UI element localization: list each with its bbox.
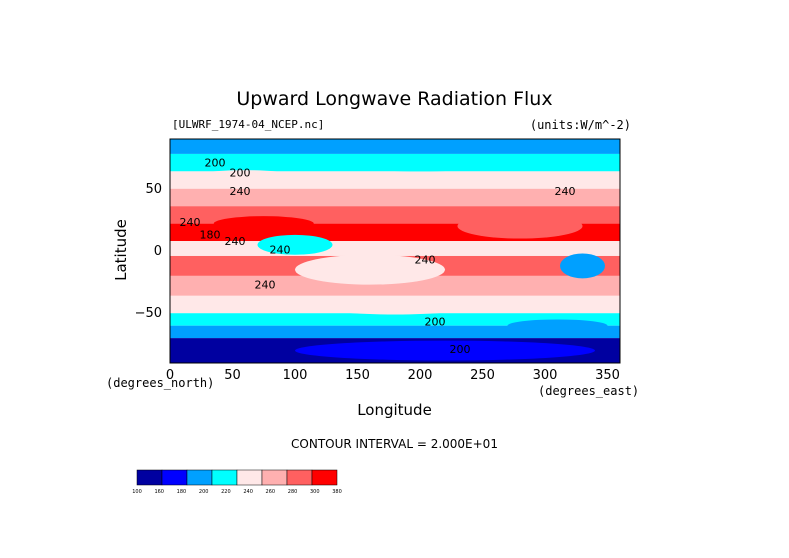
x-tick-label: 50 <box>224 368 241 383</box>
heatmap-field <box>170 139 620 363</box>
x-tick-label: 350 <box>595 368 620 383</box>
colorbar-level-label: 280 <box>288 489 298 495</box>
x-tick-label: 150 <box>345 368 370 383</box>
colorbar-level-label: 100 <box>132 489 142 495</box>
heatmap-band <box>170 139 620 154</box>
contour-interval-note: CONTOUR INTERVAL = 2.000E+01 <box>291 437 498 451</box>
heatmap-band <box>170 325 620 339</box>
contour-label: 200 <box>205 156 226 169</box>
contour-label: 240 <box>255 278 276 291</box>
contour-label: 200 <box>230 166 251 179</box>
chart-title: Upward Longwave Radiation Flux <box>236 88 553 110</box>
plot-frame <box>169 138 621 364</box>
heatmap-band <box>170 313 620 326</box>
heatmap-blob <box>457 213 583 239</box>
colorbar-swatch <box>186 469 213 486</box>
x-tick-label: 250 <box>470 368 495 383</box>
contour-label: 240 <box>555 185 576 198</box>
units-label: (units:W/m^-2) <box>529 118 631 132</box>
heatmap-blob <box>332 156 508 172</box>
colorbar-level-label: 380 <box>332 489 342 495</box>
contour-label: 240 <box>230 185 251 198</box>
colorbar-level-label: 180 <box>177 489 187 495</box>
contour-label: 240 <box>415 253 436 266</box>
colorbar-swatch <box>211 469 238 486</box>
colorbar-level-label: 200 <box>199 489 209 495</box>
heatmap-band <box>170 275 620 296</box>
contour-label: 240 <box>225 235 246 248</box>
heatmap-blob <box>320 299 470 315</box>
y-tick-labels: 50 0 −50 <box>135 182 162 321</box>
colorbar-level-label: 220 <box>221 489 231 495</box>
contour-label: 200 <box>450 343 471 356</box>
colorbar-swatch <box>136 469 163 486</box>
x-tick-labels: 0 50 100 150 200 250 300 350 <box>166 368 620 383</box>
y-tick-label: 50 <box>145 182 162 197</box>
file-label: [ULWRF_1974-04_NCEP.nc] <box>172 118 325 131</box>
contour-label: 240 <box>270 243 291 256</box>
x-tick-label: 100 <box>283 368 308 383</box>
heatmap-blob <box>257 234 333 255</box>
heatmap-blob <box>195 170 295 183</box>
heatmap-blob <box>560 253 605 279</box>
y-tick-label: 0 <box>154 244 162 259</box>
colorbar-swatch <box>236 469 263 486</box>
colorbar-swatch <box>286 469 313 486</box>
contour-label: 180 <box>200 229 221 242</box>
heatmap-band <box>170 188 620 207</box>
colorbar-level-label: 300 <box>310 489 320 495</box>
heatmap-blob <box>188 224 252 240</box>
y-tick-label: −50 <box>135 306 162 321</box>
x-tick-label: 0 <box>166 368 174 383</box>
colorbar-swatch <box>261 469 288 486</box>
x-axis-label: Longitude <box>357 401 432 419</box>
colorbar-swatch <box>161 469 188 486</box>
x-tick-label: 200 <box>408 368 433 383</box>
colorbar-level-label: 240 <box>243 489 253 495</box>
x-axis-unit-north: (degrees_north) <box>106 376 215 390</box>
heatmap-blob <box>295 340 595 361</box>
x-axis-unit-east: (degrees_east) <box>538 384 640 398</box>
heatmap-blob <box>507 319 608 332</box>
contour-label: 240 <box>180 216 201 229</box>
colorbar-swatch <box>311 469 338 486</box>
contour-label: 200 <box>425 316 446 329</box>
x-tick-label: 300 <box>533 368 558 383</box>
colorbar-level-label: 260 <box>266 489 276 495</box>
colorbar-level-label: 160 <box>154 489 164 495</box>
heatmap-blob <box>295 254 445 285</box>
